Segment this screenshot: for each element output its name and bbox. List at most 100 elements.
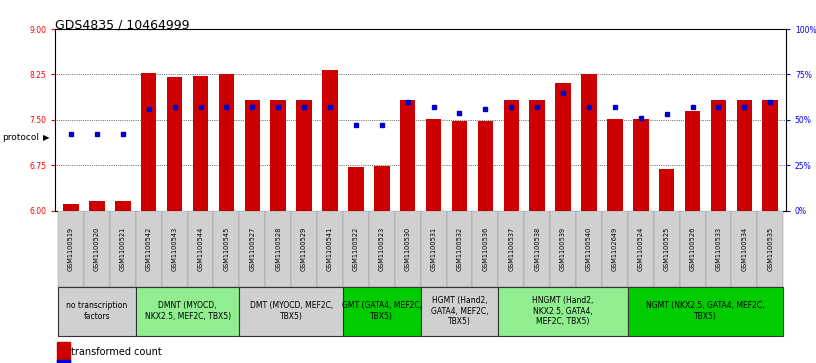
Bar (162, 211, 188, 287)
Text: GSM1100535: GSM1100535 (767, 227, 774, 271)
Bar (680, 211, 706, 287)
Bar (581, 74, 596, 211)
Text: GSM1102649: GSM1102649 (612, 227, 618, 271)
Bar (84, 211, 110, 287)
Bar (757, 211, 783, 287)
Bar (607, 119, 623, 211)
Bar (214, 211, 239, 287)
Bar (395, 211, 421, 287)
Bar (731, 211, 757, 287)
Text: GSM1100536: GSM1100536 (482, 227, 489, 271)
Text: GSM1100526: GSM1100526 (690, 227, 695, 271)
Text: GSM1100538: GSM1100538 (534, 227, 540, 271)
Bar (322, 70, 338, 211)
Bar (524, 211, 550, 287)
Bar (317, 211, 343, 287)
Bar (446, 211, 472, 287)
Text: GSM1100534: GSM1100534 (742, 227, 747, 271)
Bar (400, 101, 415, 211)
Bar (89, 201, 104, 211)
Bar (499, 287, 628, 335)
Text: GSM1100524: GSM1100524 (638, 227, 644, 271)
Text: GSM1100532: GSM1100532 (456, 227, 463, 271)
Bar (343, 287, 421, 335)
Text: GSM1100542: GSM1100542 (146, 227, 152, 271)
Text: HGMT (Hand2,
GATA4, MEF2C,
TBX5): HGMT (Hand2, GATA4, MEF2C, TBX5) (431, 296, 488, 326)
Bar (369, 211, 395, 287)
Text: transformed count: transformed count (71, 347, 162, 357)
Text: GSM1100523: GSM1100523 (379, 227, 385, 271)
Bar (452, 121, 468, 211)
Bar (141, 73, 157, 211)
Text: GSM1100537: GSM1100537 (508, 227, 514, 271)
Bar (659, 170, 675, 211)
Bar (239, 287, 343, 335)
Bar (64, 204, 79, 211)
Bar (711, 101, 726, 211)
Bar (57, 342, 69, 363)
Bar (421, 211, 446, 287)
Bar (135, 211, 162, 287)
Text: GMT (GATA4, MEF2C,
TBX5): GMT (GATA4, MEF2C, TBX5) (342, 301, 422, 321)
Bar (348, 167, 364, 211)
Bar (472, 211, 499, 287)
Bar (58, 287, 135, 335)
Bar (374, 166, 389, 211)
Bar (135, 287, 239, 335)
Bar (633, 119, 649, 211)
Text: GSM1100528: GSM1100528 (275, 227, 282, 271)
Text: GSM1100545: GSM1100545 (224, 227, 229, 271)
Text: protocol: protocol (2, 134, 39, 142)
Bar (706, 211, 731, 287)
Text: GSM1100521: GSM1100521 (120, 227, 126, 271)
Bar (654, 211, 680, 287)
Text: GSM1100529: GSM1100529 (301, 227, 307, 271)
Bar (499, 211, 524, 287)
Text: GSM1100533: GSM1100533 (716, 227, 721, 271)
Bar (530, 101, 545, 211)
Text: GSM1100544: GSM1100544 (197, 227, 203, 271)
Text: GSM1100519: GSM1100519 (68, 227, 74, 271)
Text: GSM1100520: GSM1100520 (94, 227, 100, 271)
Bar (343, 211, 369, 287)
Bar (737, 101, 752, 211)
Text: GSM1100522: GSM1100522 (353, 227, 359, 271)
Text: DMNT (MYOCD,
NKX2.5, MEF2C, TBX5): DMNT (MYOCD, NKX2.5, MEF2C, TBX5) (144, 301, 231, 321)
Bar (685, 111, 700, 211)
Bar (602, 211, 628, 287)
Text: GSM1100543: GSM1100543 (171, 227, 178, 271)
Text: no transcription
factors: no transcription factors (66, 301, 127, 321)
Bar (291, 211, 317, 287)
Text: GSM1100531: GSM1100531 (431, 227, 437, 271)
Bar (550, 211, 576, 287)
Bar (762, 101, 778, 211)
Bar (188, 211, 214, 287)
Text: HNGMT (Hand2,
NKX2.5, GATA4,
MEF2C, TBX5): HNGMT (Hand2, NKX2.5, GATA4, MEF2C, TBX5… (532, 296, 594, 326)
Bar (245, 101, 260, 211)
Bar (628, 211, 654, 287)
Text: GSM1100540: GSM1100540 (586, 227, 592, 271)
Bar (576, 211, 602, 287)
Bar (239, 211, 265, 287)
Text: ▶: ▶ (43, 134, 50, 142)
Bar (219, 74, 234, 211)
Bar (270, 100, 286, 211)
Text: GSM1100539: GSM1100539 (560, 227, 566, 271)
Bar (628, 287, 783, 335)
Bar (57, 360, 69, 363)
Text: GSM1100525: GSM1100525 (663, 227, 670, 271)
Bar (110, 211, 135, 287)
Text: GSM1100530: GSM1100530 (405, 227, 410, 271)
Bar (421, 287, 499, 335)
Bar (477, 121, 493, 211)
Text: GDS4835 / 10464999: GDS4835 / 10464999 (55, 18, 190, 31)
Bar (296, 100, 312, 211)
Bar (193, 76, 208, 211)
Text: DMT (MYOCD, MEF2C,
TBX5): DMT (MYOCD, MEF2C, TBX5) (250, 301, 333, 321)
Bar (265, 211, 291, 287)
Bar (556, 83, 571, 211)
Bar (426, 119, 441, 211)
Bar (58, 211, 84, 287)
Text: GSM1100527: GSM1100527 (250, 227, 255, 271)
Bar (115, 201, 131, 211)
